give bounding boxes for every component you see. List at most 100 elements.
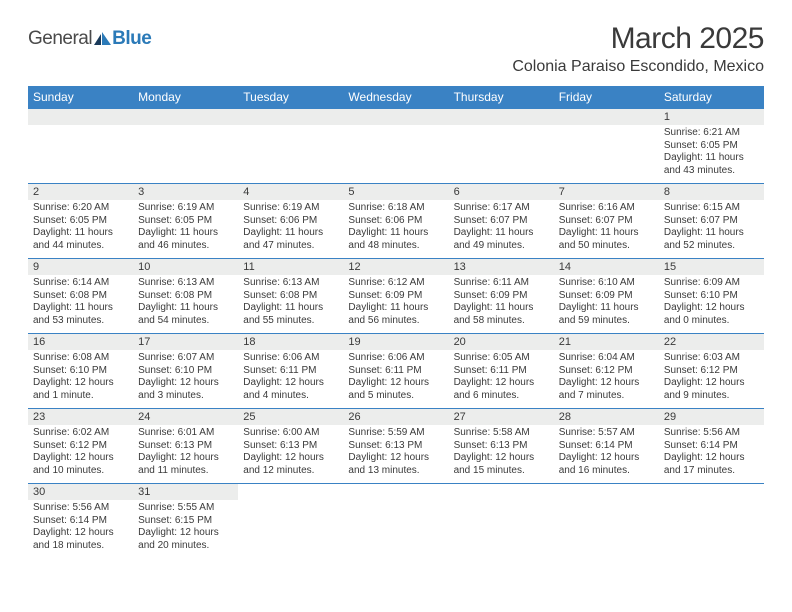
day-content-cell: [238, 500, 343, 558]
day-number-cell: 20: [449, 334, 554, 351]
day-number-cell: [449, 109, 554, 126]
day-number-cell: [343, 109, 448, 126]
day-content-cell: [343, 125, 448, 184]
daynum-row: 1: [28, 109, 764, 126]
day-content-cell: Sunrise: 5:57 AMSunset: 6:14 PMDaylight:…: [554, 425, 659, 484]
day-details: Sunrise: 6:00 AMSunset: 6:13 PMDaylight:…: [238, 425, 343, 481]
day-number-cell: 17: [133, 334, 238, 351]
day-content-cell: Sunrise: 5:58 AMSunset: 6:13 PMDaylight:…: [449, 425, 554, 484]
day-content-cell: [449, 125, 554, 184]
day-number-cell: [343, 484, 448, 501]
day-content-cell: Sunrise: 6:17 AMSunset: 6:07 PMDaylight:…: [449, 200, 554, 259]
weekday-header: Friday: [554, 86, 659, 109]
day-content-cell: Sunrise: 6:18 AMSunset: 6:06 PMDaylight:…: [343, 200, 448, 259]
day-content-cell: Sunrise: 6:13 AMSunset: 6:08 PMDaylight:…: [238, 275, 343, 334]
day-content-cell: Sunrise: 6:00 AMSunset: 6:13 PMDaylight:…: [238, 425, 343, 484]
day-details: Sunrise: 6:06 AMSunset: 6:11 PMDaylight:…: [238, 350, 343, 406]
day-details: Sunrise: 5:56 AMSunset: 6:14 PMDaylight:…: [659, 425, 764, 481]
day-number-cell: 24: [133, 409, 238, 426]
day-content-cell: [28, 125, 133, 184]
daynum-row: 3031: [28, 484, 764, 501]
day-content-cell: [343, 500, 448, 558]
day-number-cell: 11: [238, 259, 343, 276]
day-number-cell: 23: [28, 409, 133, 426]
day-number-cell: 1: [659, 109, 764, 126]
day-number-cell: [133, 109, 238, 126]
day-content-cell: Sunrise: 6:04 AMSunset: 6:12 PMDaylight:…: [554, 350, 659, 409]
day-number-cell: 30: [28, 484, 133, 501]
day-details: Sunrise: 6:16 AMSunset: 6:07 PMDaylight:…: [554, 200, 659, 256]
day-number-cell: 13: [449, 259, 554, 276]
day-number-cell: 15: [659, 259, 764, 276]
day-details: Sunrise: 6:04 AMSunset: 6:12 PMDaylight:…: [554, 350, 659, 406]
day-details: Sunrise: 6:07 AMSunset: 6:10 PMDaylight:…: [133, 350, 238, 406]
day-content-cell: Sunrise: 6:21 AMSunset: 6:05 PMDaylight:…: [659, 125, 764, 184]
content-row: Sunrise: 5:56 AMSunset: 6:14 PMDaylight:…: [28, 500, 764, 558]
location: Colonia Paraiso Escondido, Mexico: [512, 58, 764, 76]
day-details: Sunrise: 5:58 AMSunset: 6:13 PMDaylight:…: [449, 425, 554, 481]
day-number-cell: 19: [343, 334, 448, 351]
day-details: Sunrise: 6:19 AMSunset: 6:05 PMDaylight:…: [133, 200, 238, 256]
day-content-cell: Sunrise: 6:12 AMSunset: 6:09 PMDaylight:…: [343, 275, 448, 334]
daynum-row: 9101112131415: [28, 259, 764, 276]
day-number-cell: [659, 484, 764, 501]
day-content-cell: Sunrise: 6:06 AMSunset: 6:11 PMDaylight:…: [343, 350, 448, 409]
day-details: Sunrise: 6:18 AMSunset: 6:06 PMDaylight:…: [343, 200, 448, 256]
day-number-cell: 18: [238, 334, 343, 351]
day-details: Sunrise: 6:08 AMSunset: 6:10 PMDaylight:…: [28, 350, 133, 406]
day-number-cell: 10: [133, 259, 238, 276]
logo-text-gray: General: [28, 28, 92, 50]
content-row: Sunrise: 6:20 AMSunset: 6:05 PMDaylight:…: [28, 200, 764, 259]
day-details: Sunrise: 6:20 AMSunset: 6:05 PMDaylight:…: [28, 200, 133, 256]
content-row: Sunrise: 6:14 AMSunset: 6:08 PMDaylight:…: [28, 275, 764, 334]
day-details: Sunrise: 6:14 AMSunset: 6:08 PMDaylight:…: [28, 275, 133, 331]
day-details: Sunrise: 6:09 AMSunset: 6:10 PMDaylight:…: [659, 275, 764, 331]
day-content-cell: [133, 125, 238, 184]
day-number-cell: [238, 109, 343, 126]
day-number-cell: 26: [343, 409, 448, 426]
day-content-cell: [554, 125, 659, 184]
day-number-cell: 8: [659, 184, 764, 201]
day-content-cell: [238, 125, 343, 184]
logo-text-blue: Blue: [112, 28, 151, 50]
day-content-cell: Sunrise: 6:13 AMSunset: 6:08 PMDaylight:…: [133, 275, 238, 334]
day-details: Sunrise: 6:01 AMSunset: 6:13 PMDaylight:…: [133, 425, 238, 481]
day-number-cell: 25: [238, 409, 343, 426]
daynum-row: 23242526272829: [28, 409, 764, 426]
day-number-cell: 28: [554, 409, 659, 426]
day-details: Sunrise: 6:06 AMSunset: 6:11 PMDaylight:…: [343, 350, 448, 406]
day-details: Sunrise: 6:02 AMSunset: 6:12 PMDaylight:…: [28, 425, 133, 481]
day-content-cell: Sunrise: 5:56 AMSunset: 6:14 PMDaylight:…: [28, 500, 133, 558]
day-content-cell: Sunrise: 6:14 AMSunset: 6:08 PMDaylight:…: [28, 275, 133, 334]
sails-icon: [92, 32, 112, 46]
day-content-cell: Sunrise: 6:19 AMSunset: 6:06 PMDaylight:…: [238, 200, 343, 259]
day-number-cell: [554, 109, 659, 126]
weekday-header: Saturday: [659, 86, 764, 109]
content-row: Sunrise: 6:21 AMSunset: 6:05 PMDaylight:…: [28, 125, 764, 184]
day-number-cell: [449, 484, 554, 501]
day-number-cell: 9: [28, 259, 133, 276]
day-number-cell: [238, 484, 343, 501]
day-number-cell: 22: [659, 334, 764, 351]
day-content-cell: [659, 500, 764, 558]
day-content-cell: Sunrise: 6:11 AMSunset: 6:09 PMDaylight:…: [449, 275, 554, 334]
day-content-cell: Sunrise: 6:19 AMSunset: 6:05 PMDaylight:…: [133, 200, 238, 259]
logo: General Blue: [28, 28, 151, 50]
day-number-cell: [554, 484, 659, 501]
day-number-cell: 4: [238, 184, 343, 201]
day-content-cell: Sunrise: 5:55 AMSunset: 6:15 PMDaylight:…: [133, 500, 238, 558]
day-number-cell: 2: [28, 184, 133, 201]
day-details: Sunrise: 6:10 AMSunset: 6:09 PMDaylight:…: [554, 275, 659, 331]
day-details: Sunrise: 6:21 AMSunset: 6:05 PMDaylight:…: [659, 125, 764, 181]
day-content-cell: Sunrise: 6:07 AMSunset: 6:10 PMDaylight:…: [133, 350, 238, 409]
day-content-cell: Sunrise: 5:59 AMSunset: 6:13 PMDaylight:…: [343, 425, 448, 484]
weekday-header-row: SundayMondayTuesdayWednesdayThursdayFrid…: [28, 86, 764, 109]
day-content-cell: Sunrise: 6:03 AMSunset: 6:12 PMDaylight:…: [659, 350, 764, 409]
day-details: Sunrise: 6:03 AMSunset: 6:12 PMDaylight:…: [659, 350, 764, 406]
header: General Blue March 2025 Colonia Paraiso …: [28, 22, 764, 76]
day-number-cell: 29: [659, 409, 764, 426]
day-details: Sunrise: 6:13 AMSunset: 6:08 PMDaylight:…: [238, 275, 343, 331]
weekday-header: Thursday: [449, 86, 554, 109]
day-details: Sunrise: 6:05 AMSunset: 6:11 PMDaylight:…: [449, 350, 554, 406]
day-content-cell: Sunrise: 6:10 AMSunset: 6:09 PMDaylight:…: [554, 275, 659, 334]
